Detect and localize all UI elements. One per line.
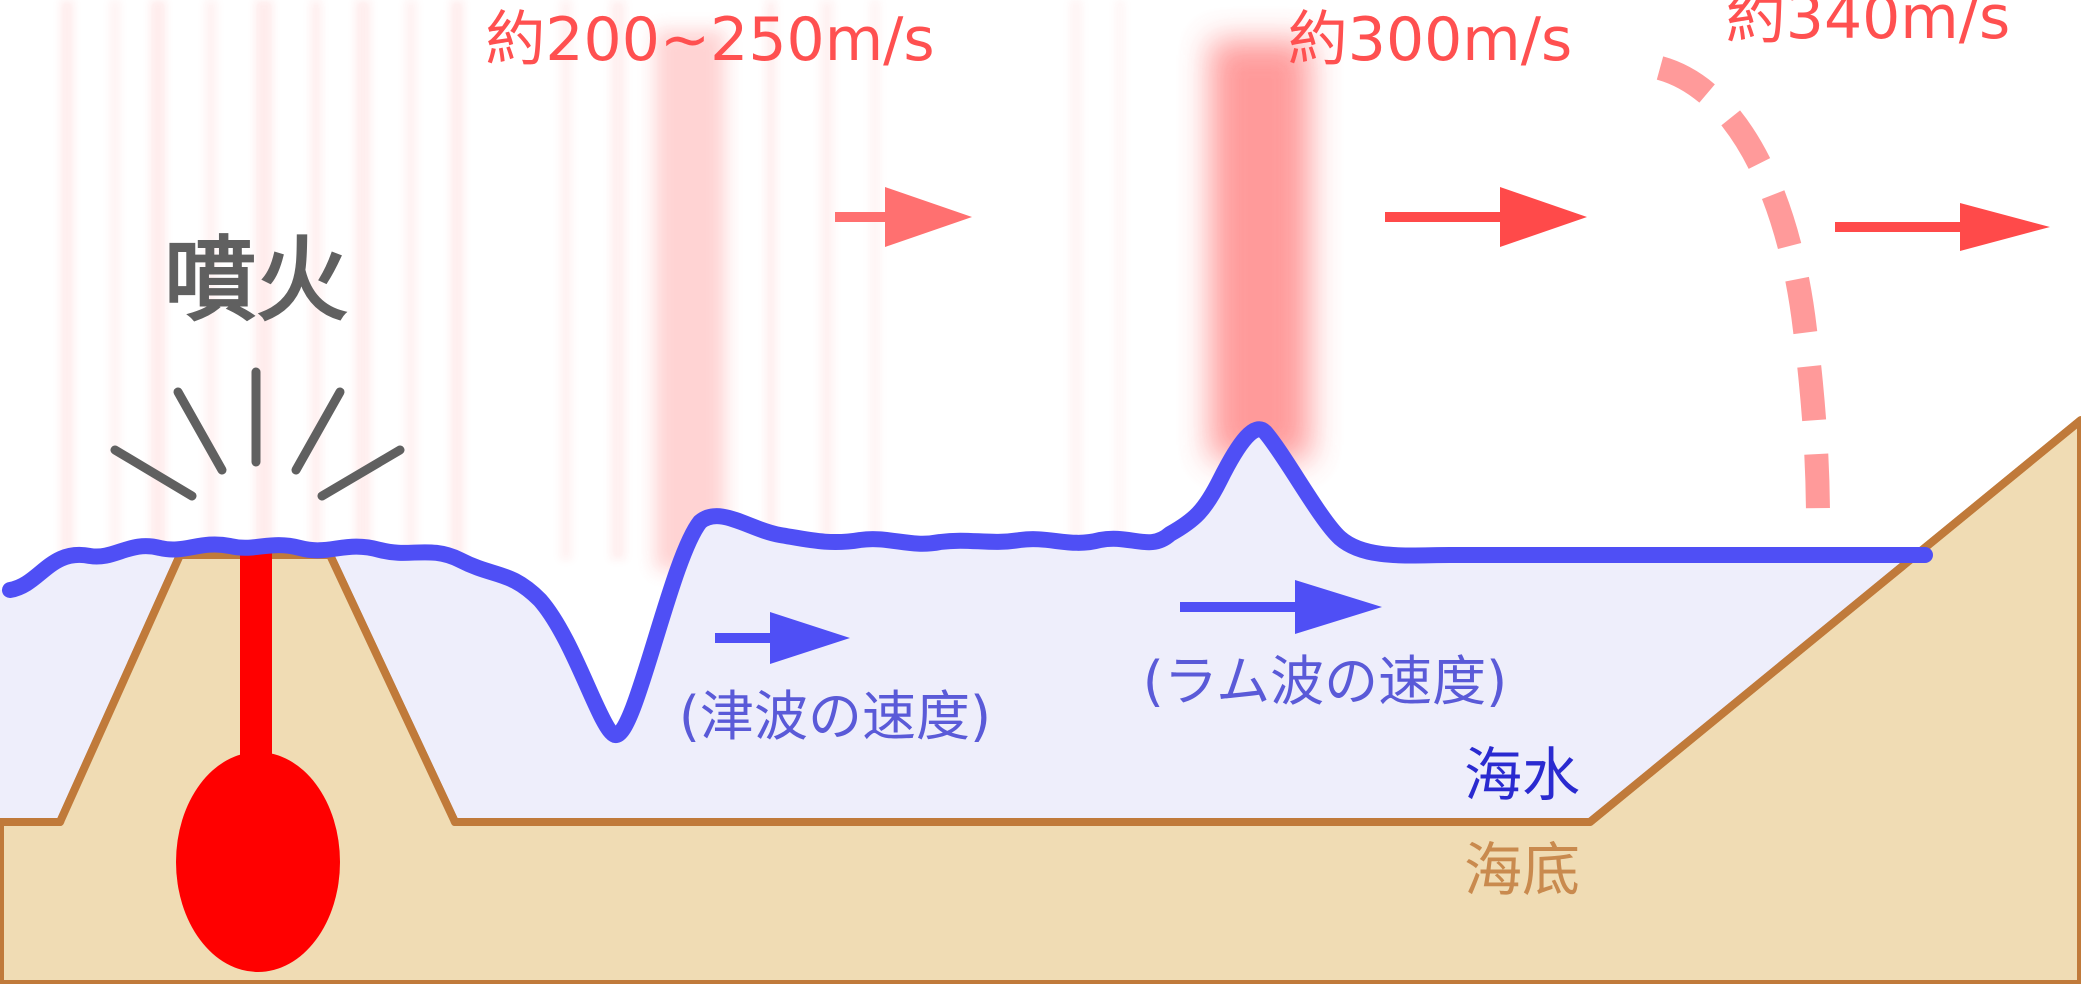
pressure-bands (60, 0, 1310, 570)
tsunami-speed-label: (津波の速度) (679, 685, 991, 748)
eruption-label: 噴火 (164, 227, 348, 334)
seawater-label: 海水 (1464, 741, 1580, 809)
arrow-right-icon (1385, 187, 1587, 247)
arrow-right-icon (835, 187, 972, 247)
speed-label-mid: 約300m/s (1288, 5, 1572, 75)
seawater-body (0, 429, 1930, 822)
magma-conduit (240, 545, 272, 785)
seabed-label: 海底 (1464, 836, 1580, 904)
magma-chamber (176, 752, 340, 972)
lamb-wave-speed-label: (ラム波の速度) (1143, 650, 1508, 713)
arrow-right-icon (1180, 580, 1382, 634)
pressure-band-slow (655, 30, 725, 570)
dashed-pressure-front (1656, 56, 1830, 521)
water-surface-line (2, 421, 1933, 743)
speed-label-fast: 約340m/s (1726, 0, 2010, 53)
arrow-right-icon (1835, 203, 2050, 251)
pressure-band-mid (1210, 40, 1310, 460)
burst-rays-icon (110, 367, 405, 501)
arrow-right-icon (715, 612, 850, 664)
speed-label-slow: 約200~250m/s (485, 5, 934, 75)
faint-pressure-stripes (60, 0, 1125, 560)
